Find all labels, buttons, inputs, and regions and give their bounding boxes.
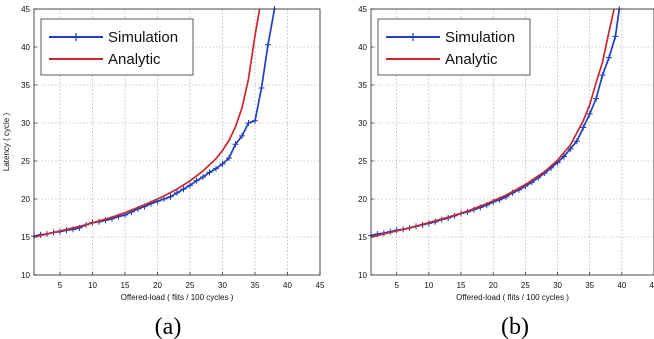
series-line-analytic [370,8,615,238]
x-tick-label: 5 [58,281,63,290]
data-point-simulation [161,196,167,202]
series-line-analytic [33,8,261,238]
y-tick-label: 25 [358,157,367,166]
legend-label-simulation: Simulation [108,29,178,46]
x-tick-label: 10 [88,281,97,290]
x-tick-label: 20 [489,281,498,290]
data-point-simulation [193,177,200,184]
y-tick-label: 10 [358,271,367,280]
x-tick-label: 15 [121,281,130,290]
figure-caption: (b) [501,314,529,339]
y-tick-label: 15 [358,233,367,242]
legend-label-simulation: Simulation [445,29,515,46]
x-tick-label: 35 [251,281,260,290]
chart-panel-b: 5 10 15 20 25 30 35 40 45 10 15 20 25 30 35 40 45 Offered… [358,5,654,339]
data-point-simulation [226,154,232,161]
y-tick-label: 15 [21,233,30,242]
y-tick-label: 20 [21,195,30,204]
y-tick-label: 35 [21,81,30,90]
legend-marker-simulation [72,33,80,41]
y-tick-label: 20 [358,195,367,204]
y-tick-label: 35 [358,81,367,90]
y-tick-label: 10 [21,271,30,280]
legend-label-analytic: Analytic [445,51,498,68]
x-tick-label: 35 [585,281,594,290]
legend-label-analytic: Analytic [108,51,161,68]
data-point-simulation [174,189,180,196]
data-point-simulation [206,169,213,176]
data-point-simulation [200,173,206,180]
y-tick-label: 40 [21,43,30,52]
x-tick-label: 25 [186,281,195,290]
data-point-simulation [567,145,574,152]
x-tick-label: 25 [521,281,530,290]
x-axis-label: Offered-load ( flits / 100 cycles ) [456,293,569,302]
y-tick-label: 40 [358,43,367,52]
data-point-simulation [580,124,587,131]
data-point-simulation [612,33,619,40]
chart-panel-a: 5 10 15 20 25 30 35 40 45 10 15 20 25 30 35 40 45 Offered… [2,5,325,339]
legend-box [40,18,194,76]
y-axis-label: Latency ( cycle ) [2,113,11,172]
data-point-simulation [187,182,193,189]
x-tick-label: 45 [650,281,654,290]
data-point-simulation [593,95,600,102]
data-point-simulation [560,153,567,160]
data-point-simulation [167,193,174,200]
x-tick-label: 30 [553,281,562,290]
x-tick-label: 30 [218,281,227,290]
x-tick-label: 40 [617,281,626,290]
axes-frame [33,8,321,276]
x-tick-label: 20 [153,281,162,290]
legend-box [377,18,531,76]
data-point-simulation [245,120,252,126]
y-tick-label: 45 [358,5,367,14]
data-point-simulation [213,165,219,172]
x-tick-label: 40 [283,281,292,290]
data-point-simulation [232,141,239,148]
data-point-simulation [180,186,187,193]
y-tick-label: 45 [21,5,30,14]
data-point-simulation [265,41,271,48]
data-point-simulation [258,85,265,92]
legend-marker-simulation [409,33,417,41]
axes-frame [370,8,654,276]
data-point-simulation [599,72,606,79]
y-tick-label: 30 [21,119,30,128]
x-tick-label: 45 [316,281,325,290]
data-point-simulation [252,117,258,124]
y-tick-label: 30 [358,119,367,128]
data-point-simulation [239,132,245,139]
data-point-simulation [573,138,580,145]
x-tick-label: 15 [457,281,466,290]
x-tick-label: 10 [424,281,433,290]
x-axis-label: Offered-load ( flits / 100 cycles ) [121,293,234,302]
data-point-simulation [586,110,593,117]
data-point-simulation [605,54,612,61]
data-point-simulation [219,161,226,168]
figure-caption: (a) [155,314,182,339]
y-tick-label: 25 [21,157,30,166]
x-tick-label: 5 [395,281,400,290]
